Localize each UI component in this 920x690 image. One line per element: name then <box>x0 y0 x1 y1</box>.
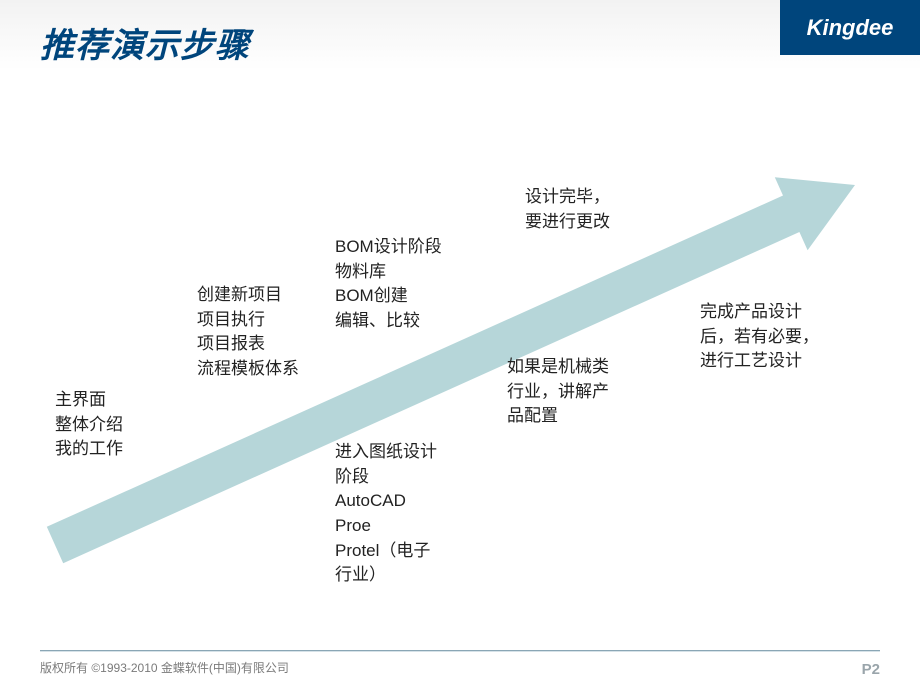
footer-divider <box>40 650 880 652</box>
step-text-1: 主界面 整体介绍 我的工作 <box>55 388 123 462</box>
header: 推荐演示步骤 Kingdee <box>0 0 920 70</box>
page-title: 推荐演示步骤 <box>40 18 250 67</box>
brand-logo: Kingdee <box>780 0 920 55</box>
step-text-7: 完成产品设计 后，若有必要， 进行工艺设计 <box>700 300 819 374</box>
step-text-2: 创建新项目 项目执行 项目报表 流程模板体系 <box>197 283 299 382</box>
step-text-4: 进入图纸设计 阶段 AutoCAD Proe Protel（电子 行业） <box>335 440 437 588</box>
steps-diagram: 主界面 整体介绍 我的工作 创建新项目 项目执行 项目报表 流程模板体系 BOM设计… <box>0 70 920 630</box>
footer-copyright: 版权所有 ©1993-2010 金蝶软件(中国)有限公司 <box>40 659 289 676</box>
step-text-6: 设计完毕， 要进行更改 <box>525 185 610 234</box>
step-text-5: 如果是机械类 行业，讲解产 品配置 <box>507 355 609 429</box>
step-text-3: BOM设计阶段 物料库 BOM创建 编辑、比较 <box>335 235 442 334</box>
brand-logo-text: Kingdee <box>807 15 894 41</box>
footer-page-number: P2 <box>862 661 880 678</box>
